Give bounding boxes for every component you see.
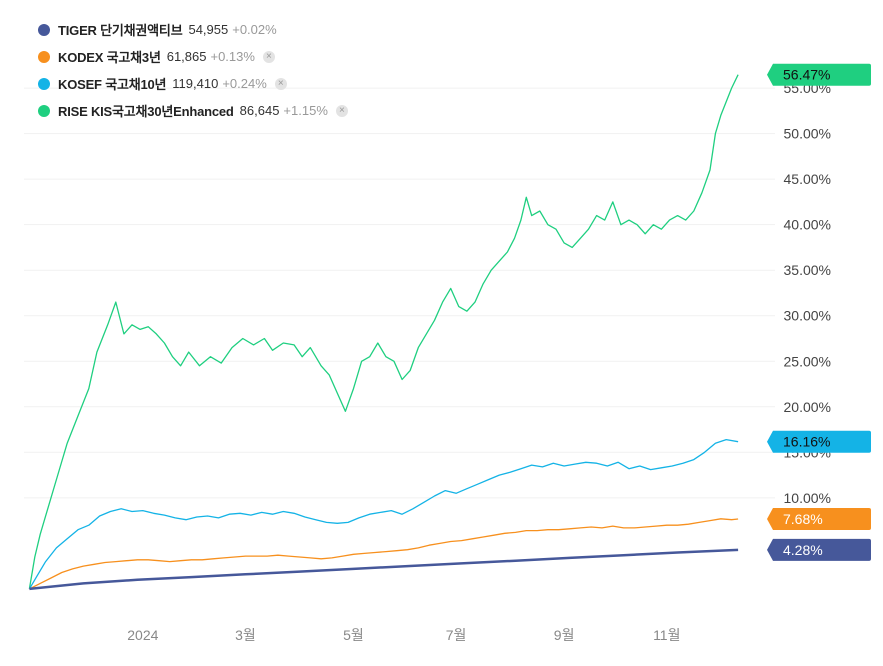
end-value-tag bbox=[767, 507, 871, 530]
x-tick-label: 7월 bbox=[446, 627, 467, 643]
y-tick-label: 20.00% bbox=[784, 399, 831, 415]
y-tick-label: 40.00% bbox=[784, 217, 831, 233]
legend-price: 61,865 bbox=[166, 49, 207, 64]
legend-series-name: KODEX 국고채3년 bbox=[58, 50, 161, 65]
legend-item-kodex[interactable]: KODEX 국고채3년 61,865 +0.13% × bbox=[38, 43, 348, 70]
legend-series-name: TIGER 단기채권액티브 bbox=[58, 23, 183, 38]
legend-item-tiger[interactable]: TIGER 단기채권액티브 54,955 +0.02% bbox=[38, 16, 348, 43]
remove-series-icon[interactable]: × bbox=[274, 77, 287, 90]
end-value-tag bbox=[767, 538, 871, 561]
legend-series-name: KOSEF 국고채10년 bbox=[58, 77, 167, 92]
remove-series-icon[interactable]: × bbox=[335, 104, 348, 117]
series-line bbox=[28, 438, 739, 590]
legend-color-dot bbox=[38, 77, 50, 90]
x-tick-label: 9월 bbox=[554, 627, 575, 643]
x-tick-label: 3월 bbox=[235, 627, 256, 643]
legend-item-rise[interactable]: RISE KIS국고채30년Enhanced 86,645 +1.15% × bbox=[38, 97, 348, 124]
legend-color-dot bbox=[38, 23, 50, 36]
legend-change: +0.24% bbox=[222, 76, 267, 91]
end-value-label: 56.47% bbox=[783, 67, 830, 83]
legend-change: +0.13% bbox=[210, 49, 255, 64]
x-tick-label: 5월 bbox=[343, 627, 364, 643]
y-tick-label: 10.00% bbox=[784, 490, 831, 506]
series-lines bbox=[28, 74, 739, 591]
end-value-label: 7.68% bbox=[783, 511, 823, 527]
y-tick-label: 30.00% bbox=[784, 308, 831, 324]
legend-price: 119,410 bbox=[172, 76, 219, 91]
end-value-label: 16.16% bbox=[783, 434, 830, 450]
legend-price: 54,955 bbox=[188, 22, 229, 37]
x-axis-tick-labels: 2024 3월 5월 7월 9월 11월 bbox=[127, 627, 680, 643]
series-line bbox=[28, 74, 739, 590]
end-value-tag bbox=[767, 63, 871, 86]
end-value-label: 4.28% bbox=[783, 542, 823, 558]
x-tick-label: 11월 bbox=[653, 627, 680, 643]
y-tick-label: 35.00% bbox=[784, 262, 831, 278]
legend-change: +1.15% bbox=[283, 103, 328, 118]
end-value-tag bbox=[767, 430, 871, 453]
series-line bbox=[29, 548, 739, 591]
y-tick-label: 45.00% bbox=[784, 171, 831, 187]
legend-color-dot bbox=[38, 50, 50, 63]
y-tick-label: 25.00% bbox=[784, 353, 831, 369]
legend: TIGER 단기채권액티브 54,955 +0.02% KODEX 국고채3년 … bbox=[38, 16, 348, 124]
legend-color-dot bbox=[38, 104, 50, 117]
end-value-labels: 56.47% 16.16% 7.68% 4.28% bbox=[767, 63, 871, 561]
legend-series-name: RISE KIS국고채30년Enhanced bbox=[58, 104, 234, 119]
x-tick-label: 2024 bbox=[127, 627, 158, 643]
legend-item-kosef[interactable]: KOSEF 국고채10년 119,410 +0.24% × bbox=[38, 70, 348, 97]
y-tick-label: 50.00% bbox=[784, 126, 831, 142]
grid-lines bbox=[24, 87, 775, 499]
legend-change: +0.02% bbox=[232, 22, 277, 37]
remove-series-icon[interactable]: × bbox=[262, 50, 275, 63]
series-line bbox=[29, 518, 739, 590]
legend-price: 86,645 bbox=[239, 103, 280, 118]
